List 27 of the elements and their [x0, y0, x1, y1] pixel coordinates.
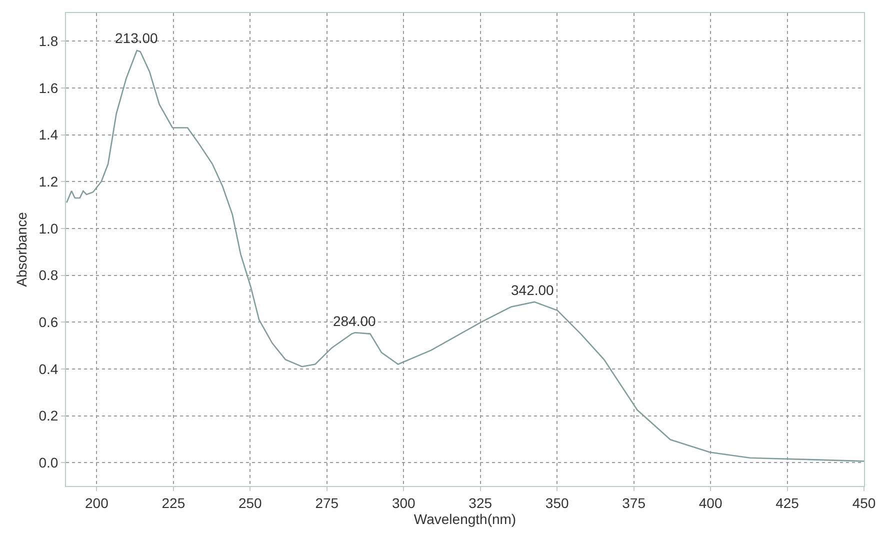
x-tick-label: 325: [468, 494, 492, 511]
y-tick-label: 0.0: [38, 454, 58, 470]
x-tick-label: 225: [162, 494, 186, 511]
x-tick-label: 425: [776, 494, 800, 511]
y-tick-label: 1.6: [38, 80, 58, 96]
annotation: 213.00: [115, 30, 158, 46]
y-tick-label: 1.8: [38, 33, 58, 49]
line-series: [66, 50, 864, 462]
x-tick-label: 375: [622, 494, 646, 511]
x-tick-label: 350: [545, 494, 569, 511]
annotation: 284.00: [333, 313, 376, 329]
y-tick-label: 1.0: [38, 220, 58, 236]
x-tick-label: 200: [85, 494, 109, 511]
y-tick-label: 0.8: [38, 267, 58, 284]
annotation: 342.00: [511, 282, 554, 298]
x-tick-label: 450: [852, 494, 876, 511]
y-tick-label: 1.4: [38, 126, 58, 143]
y-tick-label: 0.4: [38, 360, 58, 377]
y-tick-label: 0.6: [38, 314, 58, 330]
x-tick-label: 400: [698, 494, 722, 511]
x-tick-label: 300: [392, 494, 416, 511]
y-tick-label: 0.2: [38, 408, 58, 424]
x-tick-label: 275: [315, 494, 339, 511]
x-tick-label: 250: [238, 494, 262, 511]
y-axis-title: Absorbance: [13, 212, 30, 287]
x-axis-title: Wavelength(nm): [414, 511, 516, 528]
y-tick-label: 1.2: [38, 173, 58, 190]
